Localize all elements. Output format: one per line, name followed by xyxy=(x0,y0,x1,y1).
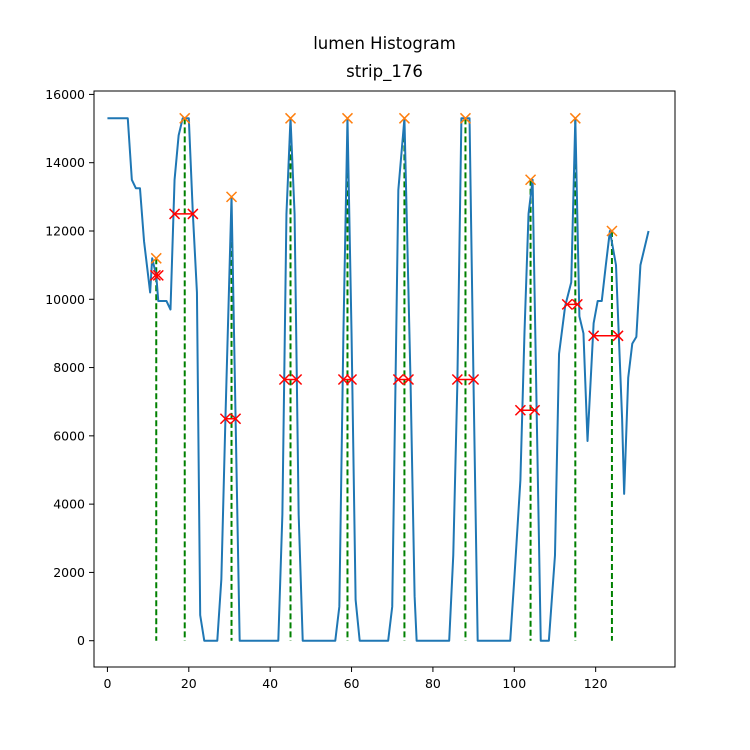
width-marker-left xyxy=(278,373,290,386)
peak-marker xyxy=(525,174,537,186)
plot-frame xyxy=(93,90,676,668)
x-tick-label: 60 xyxy=(344,676,360,691)
peak-marker xyxy=(150,252,162,264)
width-marker-right xyxy=(468,373,480,386)
chart-subtitle: strip_176 xyxy=(346,62,423,82)
y-tick-label: 4000 xyxy=(53,497,85,512)
width-marker-right xyxy=(612,330,624,342)
y-tick-label: 8000 xyxy=(53,360,85,375)
y-tick-label: 14000 xyxy=(45,155,85,170)
width-marker-right xyxy=(291,373,303,386)
x-tick-label: 80 xyxy=(425,676,441,691)
width-marker-left xyxy=(561,298,573,310)
peak-marker xyxy=(606,225,618,237)
y-tick-label: 2000 xyxy=(53,565,85,580)
x-tick-label: 20 xyxy=(181,676,197,691)
y-tick-label: 16000 xyxy=(45,87,85,102)
width-marker-right xyxy=(346,373,358,386)
width-marker-left xyxy=(219,413,231,425)
width-marker-right xyxy=(152,269,164,281)
peak-marker xyxy=(398,112,410,124)
y-tick-label: 6000 xyxy=(53,428,85,443)
y-tick-label: 0 xyxy=(77,633,85,648)
x-tick-label: 100 xyxy=(502,676,526,691)
peak-marker xyxy=(284,112,297,124)
width-marker-left xyxy=(514,404,526,416)
width-marker-right xyxy=(402,373,415,386)
width-marker-left xyxy=(337,373,349,386)
plot-content xyxy=(107,112,650,642)
width-marker-right xyxy=(571,298,583,310)
peak-marker xyxy=(459,112,471,124)
series-line xyxy=(107,117,650,642)
width-marker-left xyxy=(451,373,463,386)
width-marker-right xyxy=(230,413,242,425)
chart-title: lumen Histogram xyxy=(313,34,456,53)
axes: 0 20 40 60 80 100 120 0 2000 4000 6000 8000 10000 120… xyxy=(45,87,676,691)
width-marker-left xyxy=(169,208,181,220)
x-tick-label: 0 xyxy=(103,676,111,691)
x-tick-label: 40 xyxy=(262,676,278,691)
y-tick-label: 10000 xyxy=(45,292,85,307)
peak-marker xyxy=(179,112,191,124)
y-tick-label: 12000 xyxy=(45,223,85,238)
x-tick-label: 120 xyxy=(584,676,608,691)
width-marker-right xyxy=(187,208,199,220)
width-marker-left xyxy=(392,373,404,386)
width-marker-left xyxy=(149,269,161,281)
width-marker-right xyxy=(529,404,541,416)
peak-marker xyxy=(341,112,354,124)
peak-marker xyxy=(225,191,238,203)
peak-marker xyxy=(569,112,581,124)
width-marker-left xyxy=(588,330,600,342)
